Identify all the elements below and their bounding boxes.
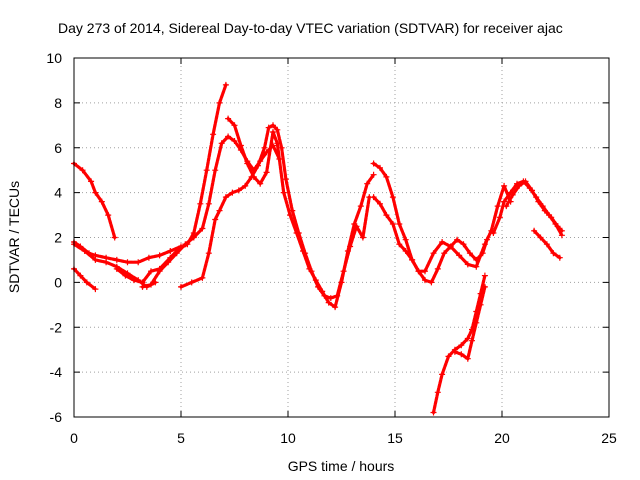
- series-line: [226, 117, 376, 309]
- y-tick-label: 6: [54, 140, 62, 156]
- series-trace-8: [225, 115, 377, 311]
- x-tick-label: 25: [601, 430, 617, 446]
- y-tick-label: 0: [54, 274, 62, 290]
- y-tick-label: 4: [54, 185, 62, 201]
- plot-frame: [73, 57, 610, 418]
- x-axis-label: GPS time / hours: [288, 458, 395, 474]
- series-point-markers: [503, 178, 565, 234]
- series-trace-11: [430, 272, 488, 416]
- series-line: [372, 184, 513, 273]
- series-trace-1: [71, 160, 118, 241]
- series-line: [431, 274, 487, 415]
- x-tick-label: 0: [70, 430, 78, 446]
- y-tick-label: -2: [50, 319, 63, 335]
- x-tick-label: 10: [280, 430, 296, 446]
- series-point-markers: [451, 283, 488, 362]
- y-tick-labels: -6 -4 -2 0 2 4 6 8 10: [46, 50, 62, 425]
- series-line: [504, 179, 564, 233]
- x-tick-labels: 0 5 10 15 20 25: [70, 430, 617, 446]
- y-tick-label: -4: [50, 364, 63, 380]
- series-trace-14: [503, 178, 565, 234]
- series-trace-15: [531, 227, 563, 261]
- x-tick-label: 15: [387, 430, 403, 446]
- series-line: [72, 240, 183, 264]
- data-series: [71, 81, 565, 416]
- series-trace-12: [451, 283, 488, 362]
- y-axis-label: SDTVAR / TECUs: [6, 181, 22, 293]
- x-tick-label: 20: [494, 430, 510, 446]
- y-tick-label: 2: [54, 230, 62, 246]
- series-point-markers: [531, 227, 563, 261]
- series-line: [72, 161, 117, 240]
- y-tick-label: 8: [54, 95, 62, 111]
- y-tick-label: -6: [50, 409, 63, 425]
- series-trace-2: [71, 265, 99, 293]
- chart-title: Day 273 of 2014, Sidereal Day-to-day VTE…: [58, 20, 563, 36]
- series-trace-13: [490, 178, 565, 239]
- series-point-markers: [370, 182, 514, 275]
- series-point-markers: [430, 272, 488, 416]
- series-point-markers: [225, 115, 377, 311]
- y-tick-label: 10: [46, 50, 62, 66]
- series-trace-10: [370, 182, 514, 275]
- grid: [74, 58, 609, 417]
- x-tick-label: 5: [177, 430, 185, 446]
- series-trace-9: [370, 160, 490, 286]
- series-line: [72, 267, 97, 291]
